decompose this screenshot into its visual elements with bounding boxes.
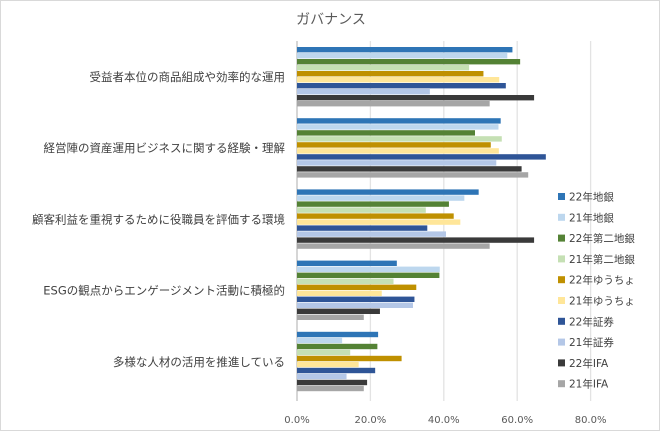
bar	[297, 314, 364, 320]
bar	[297, 53, 508, 59]
x-tick-label: 60.0%	[501, 415, 533, 426]
bar	[297, 266, 440, 272]
bar	[297, 83, 506, 89]
legend-label: 22年ゆうちょ	[569, 274, 635, 287]
bar	[297, 237, 535, 243]
bar	[297, 71, 484, 77]
bar	[297, 77, 500, 83]
category-label: 受益者本位の商品組成や効率的な運用	[90, 70, 286, 84]
legend-label: 22年第二地銀	[569, 232, 635, 245]
bar	[297, 284, 417, 290]
legend-label: 22年証券	[569, 315, 614, 328]
bar	[297, 349, 351, 356]
bar	[297, 308, 380, 314]
bar	[297, 243, 490, 249]
bar	[297, 201, 449, 207]
bar	[297, 136, 502, 142]
bar	[297, 231, 447, 237]
bar	[297, 207, 426, 213]
bar	[297, 47, 513, 53]
legend-swatch	[558, 297, 565, 304]
legend-label: 21年第二地銀	[569, 253, 635, 266]
bar	[297, 189, 479, 195]
legend-label: 22年地銀	[569, 191, 614, 204]
chart-title: ガバナンス	[296, 12, 366, 28]
bar	[297, 118, 501, 124]
bar	[297, 65, 470, 71]
bar	[297, 195, 465, 201]
category-label: ESGの観点からエンゲージメント活動に積極的	[43, 284, 285, 298]
bar	[297, 385, 364, 392]
legend-swatch	[558, 213, 565, 221]
bar	[297, 95, 535, 101]
bar	[297, 225, 428, 231]
bar	[297, 219, 461, 225]
legend-swatch	[558, 234, 565, 242]
bar	[297, 172, 529, 178]
bar	[297, 213, 454, 219]
bar	[297, 355, 402, 362]
legend-swatch	[558, 255, 565, 263]
bar	[297, 142, 491, 148]
bar	[297, 296, 415, 302]
bar	[297, 101, 490, 107]
category-label: 多様な人材の活用を推進している	[113, 355, 285, 369]
legend-swatch	[558, 380, 565, 388]
bar	[297, 260, 397, 266]
x-tick-label: 0.0%	[284, 415, 309, 426]
legend-label: 21年IFA	[569, 378, 609, 391]
x-tick-label: 80.0%	[575, 415, 607, 426]
legend-label: 21年ゆうちょ	[569, 295, 635, 308]
legend-swatch	[558, 276, 565, 284]
bar	[297, 343, 378, 350]
legend-swatch	[558, 359, 565, 367]
bar	[297, 148, 499, 154]
legend-swatch	[558, 317, 565, 325]
legend-label: 22年IFA	[569, 357, 609, 370]
bar	[297, 331, 379, 338]
bar	[297, 278, 394, 284]
bar	[297, 124, 499, 130]
bar	[297, 130, 475, 136]
bar	[297, 272, 440, 278]
x-tick-label: 40.0%	[428, 415, 460, 426]
legend-swatch	[558, 193, 565, 200]
category-label: 顧客利益を重視するために役職員を評価する環境	[32, 212, 285, 226]
bar	[297, 367, 376, 374]
bar	[297, 302, 413, 308]
category-label: 経営陣の資産運用ビジネスに関する経験・理解	[44, 141, 286, 155]
legend-label: 21年証券	[569, 336, 614, 349]
bar	[297, 160, 497, 166]
bar	[297, 373, 347, 380]
legend-swatch	[558, 338, 565, 346]
bar	[297, 59, 521, 65]
bar	[297, 337, 343, 344]
bar	[297, 290, 382, 296]
bar	[297, 89, 430, 95]
legend-label: 21年地銀	[569, 211, 614, 224]
bar	[297, 379, 368, 386]
x-tick-label: 20.0%	[355, 415, 387, 426]
bar	[297, 166, 522, 172]
bar	[297, 154, 546, 160]
bar	[297, 361, 359, 368]
